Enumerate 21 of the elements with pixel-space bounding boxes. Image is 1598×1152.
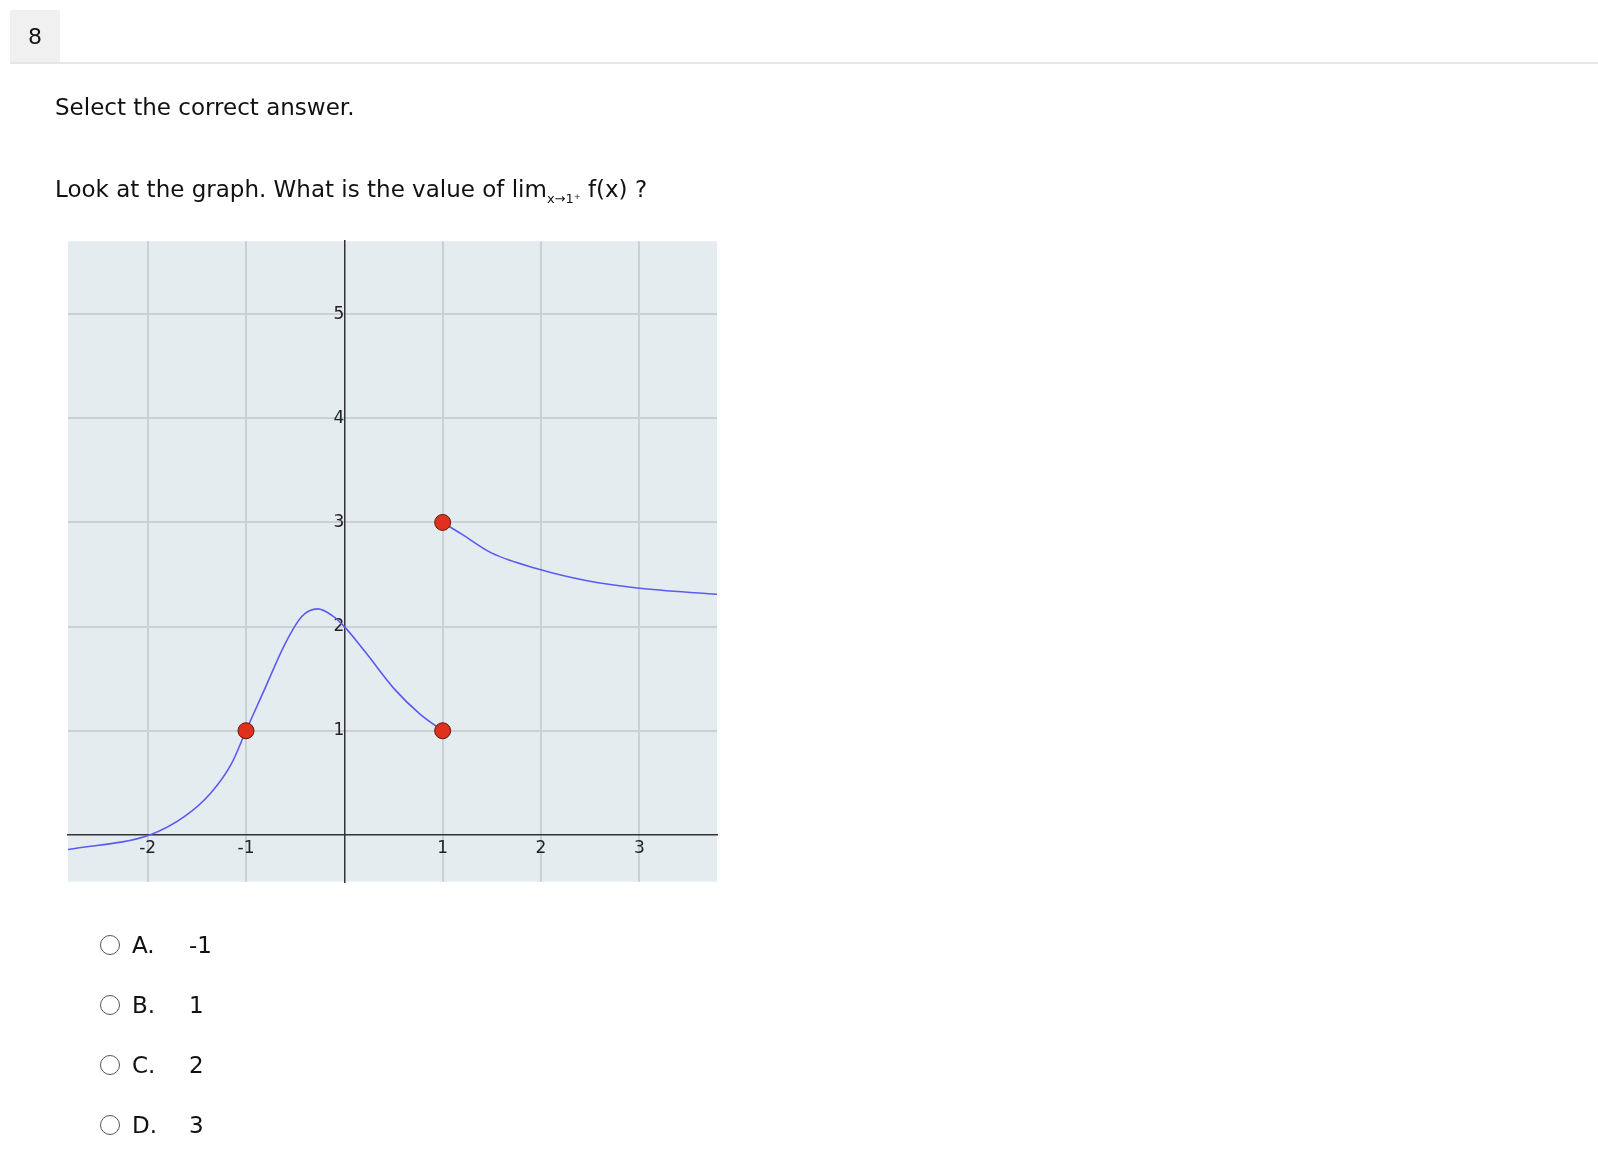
x-tick-label: 1 [437,836,449,857]
text: -1 [189,932,212,958]
y-tick-label: 2 [333,615,345,636]
text: D. [132,1112,159,1138]
y-tick-label: 1 [333,719,345,740]
text: 8 [10,10,60,62]
text: 1 [189,992,204,1018]
text: C. [132,1052,157,1078]
y-tick-label: 3 [333,510,345,531]
chart-title: Select the correct answer. [55,94,355,120]
x-tick-label: 3 [633,836,645,857]
text: A. [132,932,156,958]
chart-subtitle: Look at the graph. What is the value of lim$_{x→1⁺}$ f(x) ? [55,176,648,206]
text: 2 [189,1052,204,1078]
x-tick-label: 2 [535,836,547,857]
y-tick-label: 5 [333,302,345,323]
text: 3 [189,1112,204,1138]
text: B. [132,992,157,1018]
x-tick-label: -1 [237,836,255,857]
x-tick-label: -2 [139,836,157,857]
y-tick-label: 4 [333,406,345,427]
